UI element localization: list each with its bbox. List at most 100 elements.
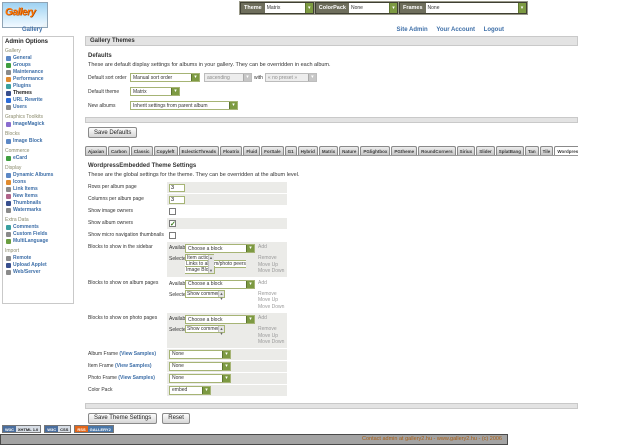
new-albums-select[interactable]: Inherit settings from parent album ▾ xyxy=(130,101,238,110)
sidebar-item-icons[interactable]: Icons xyxy=(5,179,71,186)
album-blocks-remove-link[interactable]: Remove xyxy=(258,290,277,297)
sidebar-item-new-items[interactable]: New Items xyxy=(5,193,71,200)
sidebar-item-imagemagick[interactable]: ImageMagick xyxy=(5,121,71,128)
album-blocks-move-up-link[interactable]: Move Up xyxy=(258,297,279,303)
sidebar-item-web-server[interactable]: Web/Server xyxy=(5,269,71,276)
reset-button[interactable]: Reset xyxy=(162,412,190,424)
default-sort-order-select[interactable]: Manual sort order ▾ xyxy=(130,73,200,82)
sidebar-item-themes[interactable]: Themes xyxy=(5,90,71,97)
tab-carbon[interactable]: Carbon xyxy=(108,146,130,155)
list-item[interactable]: Image Block xyxy=(186,267,214,273)
item-frame-view-samples-link[interactable]: (View Samples) xyxy=(114,362,152,369)
css-badge[interactable]: W3C CSS xyxy=(44,425,72,433)
tab-ajaxian[interactable]: Ajaxian xyxy=(85,146,108,155)
rss-badge[interactable]: RSS GALLERY2 xyxy=(74,425,114,433)
list-item[interactable]: Item actions xyxy=(187,255,214,261)
sidebar-item-url-rewrite[interactable]: URL Rewrite xyxy=(5,97,71,104)
tab-g1[interactable]: G1 xyxy=(284,146,297,155)
tab-floatrix[interactable]: Floatrix xyxy=(220,146,243,155)
sidebar-item-general[interactable]: General xyxy=(5,55,71,62)
sidebar-item-watermarks[interactable]: Watermarks xyxy=(5,207,71,214)
list-item[interactable]: Show comments xyxy=(187,326,224,332)
tab-splatbang[interactable]: SplatBang xyxy=(495,146,524,155)
tab-hybrid[interactable]: Hybrid xyxy=(297,146,318,155)
sidebar-item-users[interactable]: Users xyxy=(5,104,71,111)
scroll-up-icon[interactable]: ▲ xyxy=(219,326,224,331)
photo-blocks-move-up-link[interactable]: Move Up xyxy=(258,332,279,339)
tab-classic[interactable]: Classic xyxy=(130,146,153,155)
colorpack-select[interactable]: None ▾ xyxy=(348,3,397,13)
photo-blocks-listbox[interactable]: Show comments ▲▼ xyxy=(185,325,225,336)
tab-pglightbox[interactable]: PGlightbox xyxy=(360,146,391,155)
sidebar-blocks-listbox[interactable]: Item actions Links to album/photo peers … xyxy=(185,254,247,274)
sidebar-blocks-move-down-link[interactable]: Move Down xyxy=(258,268,285,274)
album-blocks-move-down-link[interactable]: Move Down xyxy=(258,303,285,310)
sidebar-item-image-block[interactable]: Image Block xyxy=(5,138,71,145)
tab-wordpressembedded[interactable]: WordpressEmbedded xyxy=(554,146,578,155)
save-theme-settings-button[interactable]: Save Theme Settings xyxy=(88,412,158,424)
sidebar-item-upload-applet[interactable]: Upload Applet xyxy=(5,262,71,269)
scrollbar[interactable]: ▲▼ xyxy=(217,290,224,301)
item-frame-select[interactable]: None ▾ xyxy=(169,361,231,371)
photo-blocks-remove-link[interactable]: Remove xyxy=(258,326,277,332)
breadcrumb-gallery-link[interactable]: Gallery xyxy=(22,27,43,33)
photo-frame-view-samples-link[interactable]: (View Samples) xyxy=(118,374,155,381)
tab-nature[interactable]: Nature xyxy=(339,146,360,155)
tab-forsale[interactable]: ForSale xyxy=(261,146,284,155)
site-admin-link[interactable]: Site Admin xyxy=(396,27,428,33)
scroll-down-icon[interactable]: ▼ xyxy=(219,331,223,336)
photo-blocks-add-link[interactable]: Add xyxy=(258,315,267,321)
color-pack-select[interactable]: embed ▾ xyxy=(169,385,211,395)
gallery-logo[interactable]: Gallery xyxy=(2,2,48,28)
album-blocks-listbox[interactable]: Show comments ▲▼ xyxy=(185,289,225,301)
tab-eclecticthreads[interactable]: EclecticThreads xyxy=(178,146,220,155)
sidebar-item-groups[interactable]: Groups xyxy=(5,62,71,69)
tab-pgtheme[interactable]: PGtheme xyxy=(391,146,418,155)
scrollbar[interactable]: ▲▼ xyxy=(207,255,214,273)
sidebar-item-link-items[interactable]: Link Items xyxy=(5,186,71,193)
tab-fluid[interactable]: Fluid xyxy=(243,146,261,155)
tab-tan[interactable]: Tan xyxy=(524,146,539,155)
scroll-up-icon[interactable]: ▲ xyxy=(219,290,224,296)
scrollbar[interactable]: ▲▼ xyxy=(217,326,224,336)
columns-per-page-input[interactable] xyxy=(169,195,185,204)
sidebar-item-remote[interactable]: Remote xyxy=(5,255,71,262)
list-item[interactable]: Links to album/photo peers xyxy=(186,261,247,267)
album-frame-view-samples-link[interactable]: (View Samples) xyxy=(119,350,156,357)
your-account-link[interactable]: Your Account xyxy=(436,27,475,33)
logout-link[interactable]: Logout xyxy=(483,27,504,33)
scroll-down-icon[interactable]: ▼ xyxy=(209,268,213,273)
sidebar-item-performance[interactable]: Performance xyxy=(5,76,71,83)
scroll-down-icon[interactable]: ▼ xyxy=(219,296,223,301)
scroll-up-icon[interactable]: ▲ xyxy=(209,255,213,260)
footer-contact-text[interactable]: Contact admin at gallery2.hu - www.galle… xyxy=(361,436,502,442)
show-image-owners-checkbox[interactable] xyxy=(169,208,176,215)
sidebar-item-plugins[interactable]: Plugins xyxy=(5,83,71,90)
sidebar-item-multilanguage[interactable]: MultiLanguage xyxy=(5,238,71,245)
album-blocks-choose-select[interactable]: Choose a block ▾ xyxy=(185,279,255,289)
album-frame-select[interactable]: None ▾ xyxy=(169,349,231,359)
tab-siriux[interactable]: Siriux xyxy=(456,146,476,155)
tab-matrix[interactable]: Matrix xyxy=(318,146,339,155)
photo-frame-select[interactable]: None ▾ xyxy=(169,373,231,383)
sidebar-item-dynamic-albums[interactable]: Dynamic Albums xyxy=(5,172,71,179)
tab-copyleft[interactable]: Copyleft xyxy=(153,146,178,155)
sidebar-blocks-add-link[interactable]: Add xyxy=(258,244,267,250)
sidebar-blocks-remove-link[interactable]: Remove xyxy=(258,255,277,261)
tab-roundcorners[interactable]: RoundCorners xyxy=(418,146,456,155)
show-micro-nav-checkbox[interactable] xyxy=(169,232,176,239)
sidebar-blocks-move-up-link[interactable]: Move Up xyxy=(258,261,279,268)
rows-per-page-input[interactable] xyxy=(169,183,185,192)
theme-select[interactable]: Matrix ▾ xyxy=(264,3,313,13)
sidebar-item-maintenance[interactable]: Maintenance xyxy=(5,69,71,76)
default-theme-select[interactable]: Matrix ▾ xyxy=(130,87,180,96)
sidebar-item-ecard[interactable]: eCard xyxy=(5,155,71,162)
show-album-owners-checkbox[interactable] xyxy=(169,220,176,228)
sidebar-blocks-choose-select[interactable]: Choose a block ▾ xyxy=(185,244,255,253)
sidebar-item-thumbnails[interactable]: Thumbnails xyxy=(5,200,71,207)
tab-tile[interactable]: Tile xyxy=(539,146,554,155)
save-defaults-button[interactable]: Save Defaults xyxy=(88,127,138,138)
frames-select[interactable]: None ▾ xyxy=(425,3,526,13)
list-item[interactable]: Show comments xyxy=(187,290,224,297)
sidebar-item-comments[interactable]: Comments xyxy=(5,224,71,231)
